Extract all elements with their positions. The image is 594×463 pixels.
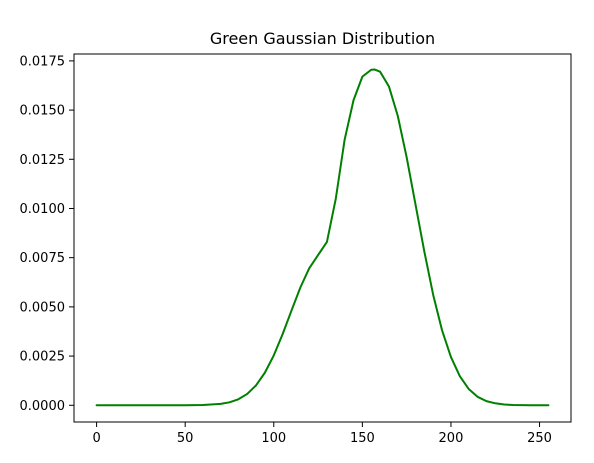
x-tick-label: 250: [527, 431, 552, 446]
y-tick-label: 0.0025: [20, 350, 66, 365]
plot-area: 0 50 100 150 200 250 0.0000 0.0025 0.0050 0.0075 0…: [20, 54, 572, 446]
series-line-0: [97, 70, 549, 406]
axes-frame: [74, 54, 571, 422]
x-tick-label: 50: [177, 431, 194, 446]
y-tick-label: 0.0125: [20, 153, 66, 168]
chart-title: Green Gaussian Distribution: [210, 29, 435, 48]
y-tick-label: 0.0075: [20, 251, 66, 266]
y-tick-label: 0.0000: [20, 399, 66, 414]
x-tick-label: 0: [92, 431, 100, 446]
y-tick-label: 0.0100: [20, 202, 66, 217]
x-tick-label: 150: [350, 431, 375, 446]
x-tick-label: 200: [439, 431, 464, 446]
x-tick-label: 100: [261, 431, 286, 446]
y-tick-label: 0.0150: [20, 104, 66, 119]
y-tick-label: 0.0050: [20, 300, 66, 315]
y-tick-label: 0.0175: [20, 54, 66, 69]
